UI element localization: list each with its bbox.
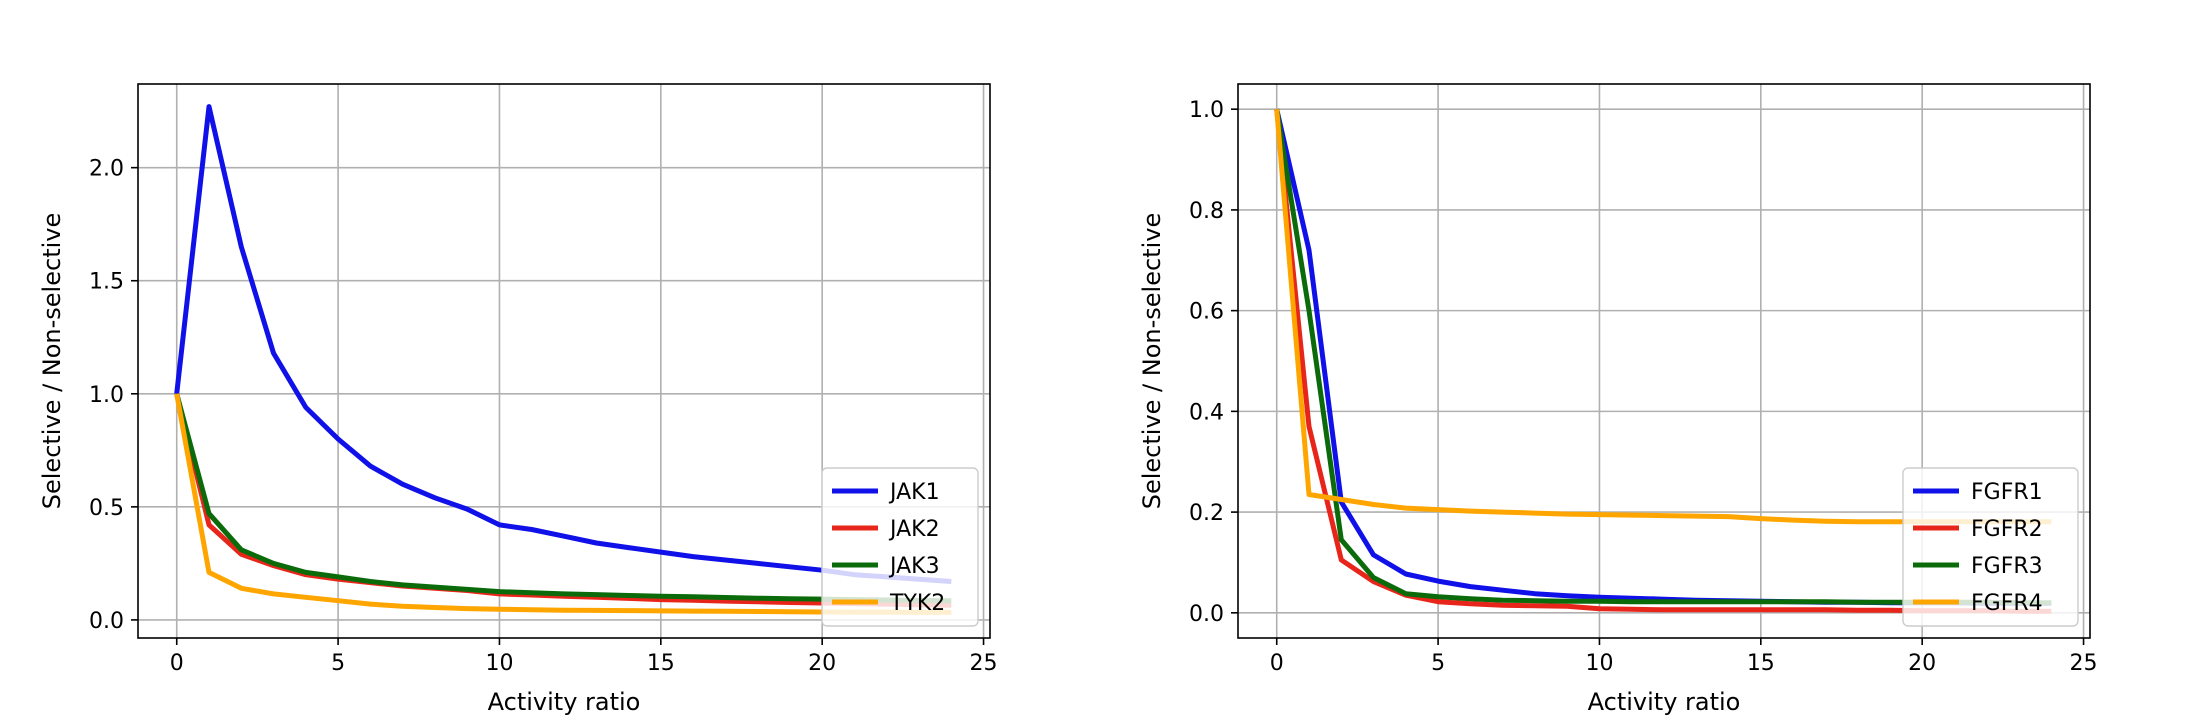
y-tick-label: 1.0 (1189, 98, 1224, 123)
x-tick-label: 0 (170, 651, 184, 676)
legend-label-jak2: JAK2 (888, 517, 940, 542)
legend-label-fgfr1: FGFR1 (1971, 480, 2043, 505)
x-tick-label: 5 (1431, 651, 1445, 676)
legend-label-fgfr3: FGFR3 (1971, 554, 2043, 579)
chart-panel-jak: 0 5 10 15 20 25 0.0 0.5 1.0 1.5 2.0 Activity ratio S… (38, 83, 998, 716)
y-tick-label: 0.5 (89, 496, 124, 521)
x-tick-label: 10 (1585, 651, 1613, 676)
chart-panel-fgfr: 0 5 10 15 20 25 0.0 0.2 0.4 0.6 0.8 1.0 Activity rat… (1138, 83, 2098, 716)
legend-label-tyk2: TYK2 (889, 591, 945, 616)
legend-box (1902, 467, 2079, 627)
x-tick-label: 25 (2070, 651, 2098, 676)
legend-label-fgfr2: FGFR2 (1971, 517, 2043, 542)
legend-label-jak3: JAK3 (888, 554, 940, 579)
x-axis-label: Activity ratio (488, 688, 641, 716)
x-tick-label: 20 (808, 651, 836, 676)
y-tick-label: 0.0 (89, 609, 124, 634)
y-axis-label: Selective / Non-selective (1138, 213, 1166, 509)
x-tick-label: 10 (485, 651, 513, 676)
y-tick-label: 0.6 (1189, 300, 1224, 325)
y-tick-label: 0.4 (1189, 400, 1224, 425)
y-tick-label: 0.8 (1189, 199, 1224, 224)
legend: FGFR1 FGFR2 FGFR3 FGFR4 (1902, 467, 2079, 627)
x-tick-label: 25 (970, 651, 998, 676)
y-tick-label: 0.2 (1189, 501, 1224, 526)
y-tick-label: 0.0 (1189, 602, 1224, 627)
legend: JAK1 JAK2 JAK3 TYK2 (821, 467, 979, 627)
legend-label-jak1: JAK1 (888, 480, 940, 505)
y-axis-label: Selective / Non-selective (38, 213, 66, 509)
x-tick-label: 15 (647, 651, 675, 676)
x-tick-label: 5 (331, 651, 345, 676)
axes-frame (1237, 83, 2091, 639)
legend-box (821, 467, 979, 627)
series-line-fgfr4 (1274, 108, 2052, 525)
x-axis-label: Activity ratio (1588, 688, 1741, 716)
axes-frame (137, 83, 991, 639)
x-tick-label: 15 (1747, 651, 1775, 676)
x-tick-label: 0 (1270, 651, 1284, 676)
y-tick-label: 1.5 (89, 270, 124, 295)
legend-label-fgfr4: FGFR4 (1971, 591, 2043, 616)
x-tick-label: 20 (1908, 651, 1936, 676)
y-tick-label: 1.0 (89, 383, 124, 408)
y-tick-label: 2.0 (89, 157, 124, 182)
